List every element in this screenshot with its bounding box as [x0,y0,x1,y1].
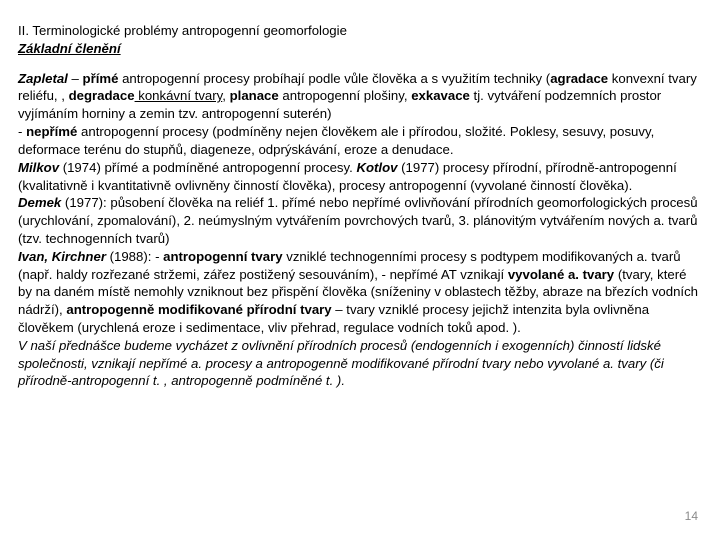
para-footnote: V naší přednášce budeme vycházet z ovliv… [18,337,702,390]
text: – [68,71,83,86]
text: , [222,88,229,103]
term-agradace: agradace [550,71,608,86]
author-kotlov: Kotlov [356,160,397,175]
subtitle-text: Základní členění [18,41,121,56]
term-degradace: degradace [69,88,135,103]
author-zapletal: Zapletal [18,71,68,86]
page-number: 14 [685,508,698,524]
text: antropogenní procesy (podmíněny nejen čl… [18,124,654,157]
term-modifikovane-tvary: antropogenně modifikované přírodní tvary [66,302,331,317]
para-zapletal: Zapletal – přímé antropogenní procesy pr… [18,70,702,123]
term-prime: přímé [83,71,119,86]
text: - [18,124,26,139]
para-milkov-kotlov: Milkov (1974) přímé a podmíněné antropog… [18,159,702,195]
text: antropogenní plošiny, [279,88,411,103]
slide-page: II. Terminologické problémy antropogenní… [0,0,720,540]
term-exkavace: exkavace [411,88,470,103]
text: (1977): působení člověka na reliéf 1. př… [18,195,698,246]
author-demek: Demek [18,195,61,210]
term-antropogenni-tvary: antropogenní tvary [163,249,282,264]
heading-line-2: Základní členění [18,40,702,58]
text: (1974) přímé a podmíněné antropogenní pr… [59,160,356,175]
text: (1988): - [106,249,163,264]
heading-line-1: II. Terminologické problémy antropogenní… [18,22,702,40]
term-neprime: nepřímé [26,124,77,139]
para-ivan-kirchner: Ivan, Kirchner (1988): - antropogenní tv… [18,248,702,337]
term-planace: planace [230,88,279,103]
text: antropogenní procesy probíhají podle vůl… [118,71,550,86]
term-vyvolane-tvary: vyvolané a. tvary [508,267,614,282]
para-demek: Demek (1977): působení člověka na reliéf… [18,194,702,247]
text-underlined: konkávní tvary [135,88,223,103]
author-ivan-kirchner: Ivan, Kirchner [18,249,106,264]
para-neprime: - nepřímé antropogenní procesy (podmíněn… [18,123,702,159]
author-milkov: Milkov [18,160,59,175]
spacer [18,58,702,70]
